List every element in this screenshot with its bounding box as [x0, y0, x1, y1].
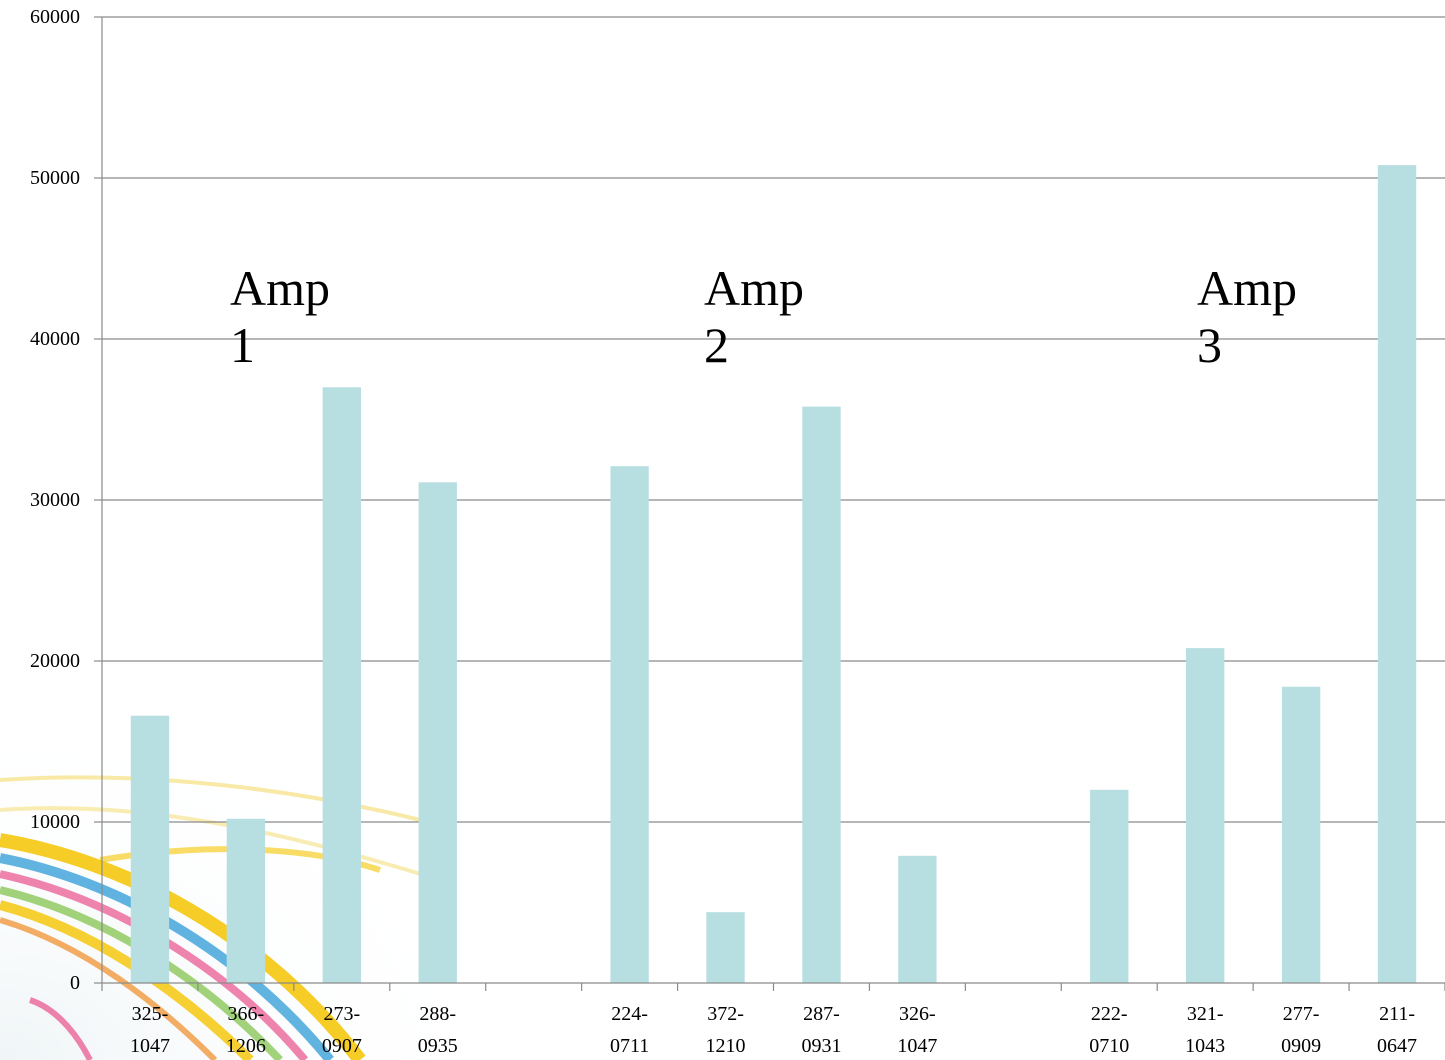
x-tick-label-line2: 1047	[897, 1035, 937, 1057]
y-tick-label: 30000	[30, 489, 80, 511]
y-tick-label: 0	[70, 972, 80, 994]
bar	[1090, 789, 1129, 983]
x-tick-label-line1: 222-	[1091, 1003, 1128, 1025]
x-tick-label-line2: 1210	[706, 1035, 746, 1057]
axes	[101, 17, 1445, 991]
y-tick-label: 40000	[30, 328, 80, 350]
x-tick-label-line2: 0931	[801, 1035, 841, 1057]
x-tick-label-line1: 326-	[899, 1003, 936, 1025]
annotation-label-line2: 2	[704, 317, 729, 373]
y-tick-label: 50000	[30, 167, 80, 189]
bar	[706, 912, 745, 983]
annotation-label-line1: Amp	[704, 260, 804, 316]
annotation-label-line1: Amp	[1197, 260, 1297, 316]
x-tick-label-line2: 0909	[1281, 1035, 1321, 1057]
x-axis-category-labels: 325- 1047 366- 1206 273- 0907 288- 0935 224- 0711…	[130, 1003, 1417, 1057]
y-tick-label: 60000	[30, 6, 80, 28]
bar	[130, 715, 170, 983]
x-tick-label-line1: 321-	[1187, 1003, 1224, 1025]
bar	[418, 482, 457, 983]
bar	[610, 466, 649, 983]
annotation-label-line2: 3	[1197, 317, 1222, 373]
y-axis-tick-labels: 0 10000 20000 30000 40000 50000 60000	[30, 6, 102, 994]
x-tick-label-line2: 1206	[226, 1035, 266, 1057]
x-tick-label-line1: 273-	[323, 1003, 360, 1025]
x-tick-label-line1: 211-	[1379, 1003, 1415, 1025]
x-tick-label-line2: 0907	[322, 1035, 362, 1057]
y-tick-label: 10000	[30, 811, 80, 833]
bar	[1281, 686, 1321, 983]
x-tick-label-line2: 0710	[1089, 1035, 1129, 1057]
annotation-label-line2: 1	[230, 317, 255, 373]
x-tick-label-line1: 288-	[419, 1003, 456, 1025]
bars	[130, 165, 1417, 983]
y-tick-label: 20000	[30, 650, 80, 672]
x-tick-label-line1: 372-	[707, 1003, 744, 1025]
x-tick-label-line1: 325-	[132, 1003, 169, 1025]
x-tick-label-line2: 1043	[1185, 1035, 1225, 1057]
bar	[322, 387, 362, 983]
bar	[898, 855, 937, 983]
x-tick-label-line2: 1047	[130, 1035, 170, 1057]
bar	[226, 818, 266, 983]
bar	[1377, 165, 1417, 983]
x-tick-label-line2: 0935	[418, 1035, 458, 1057]
x-tick-label-line2: 0711	[610, 1035, 649, 1057]
x-tick-label-line1: 287-	[803, 1003, 840, 1025]
x-tick-label-line1: 277-	[1283, 1003, 1320, 1025]
x-tick-label-line1: 224-	[611, 1003, 648, 1025]
x-tick-label-line1: 366-	[228, 1003, 265, 1025]
annotation-label-line1: Amp	[230, 260, 330, 316]
bar	[802, 406, 841, 983]
bar	[1185, 648, 1225, 983]
x-tick-label-line2: 0647	[1377, 1035, 1417, 1057]
